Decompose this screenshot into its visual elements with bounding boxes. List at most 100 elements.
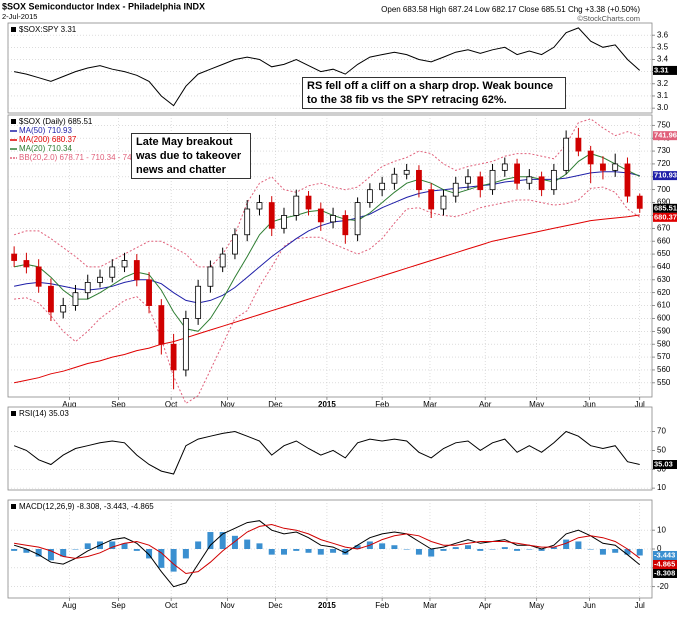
histogram-bar	[330, 549, 337, 553]
histogram-bar	[23, 549, 30, 553]
candle-body	[354, 202, 361, 236]
x-tick-label: May	[529, 601, 544, 610]
legend-icon	[11, 504, 16, 509]
histogram-bar	[60, 549, 67, 557]
candle-body	[575, 137, 582, 152]
x-tick-label: Mar	[423, 400, 437, 409]
candle-body	[317, 208, 324, 223]
histogram-bar	[428, 549, 435, 557]
legend-icon	[11, 411, 16, 416]
value-tag-box	[653, 203, 677, 213]
histogram-bar	[391, 545, 398, 549]
x-tick-label: 2015	[318, 601, 336, 610]
candle-body	[23, 260, 30, 268]
y-tick-label: 10	[657, 483, 666, 492]
candle-body	[293, 195, 300, 216]
y-tick-label: 560	[657, 365, 671, 374]
y-tick-label: 750	[657, 120, 671, 129]
candle-body	[391, 173, 398, 184]
candle-body	[109, 266, 116, 278]
candle-body	[330, 215, 336, 223]
candle-body	[268, 202, 275, 229]
candle-body	[207, 266, 214, 287]
y-tick-label: 730	[657, 146, 671, 155]
legend-label: MA(50) 710.93	[19, 126, 72, 135]
value-tag: -4.865	[654, 559, 675, 568]
histogram-bar	[636, 549, 643, 556]
candle-body	[256, 202, 263, 210]
y-tick-label: 720	[657, 159, 671, 168]
legend-icon	[11, 119, 16, 124]
candle-body	[403, 169, 410, 175]
value-tag-box	[653, 131, 677, 141]
x-tick-label: Jul	[635, 400, 645, 409]
candle-body	[550, 169, 557, 191]
histogram-bar	[84, 543, 91, 549]
x-tick-label: Apr	[479, 601, 492, 610]
candle-body	[60, 305, 67, 313]
histogram-bar	[72, 549, 79, 550]
chart-title: $SOX Semiconductor Index - Philadelphia …	[2, 1, 205, 11]
candle-body	[121, 260, 128, 268]
candle-body	[416, 169, 422, 191]
y-tick-label: 590	[657, 326, 671, 335]
histogram-bar	[599, 549, 606, 555]
x-tick-label: Oct	[165, 601, 178, 610]
candle-body	[538, 176, 545, 191]
y-tick-label: 700	[657, 185, 671, 194]
histogram-bar	[440, 549, 447, 551]
candle-body	[219, 253, 226, 268]
x-tick-label: Jun	[583, 601, 596, 610]
bollinger-lower	[14, 186, 640, 405]
panel-frame	[7, 406, 653, 491]
x-tick-label: Apr	[479, 400, 492, 409]
candle-body	[465, 176, 471, 184]
quote: Open 683.58 High 687.24 Low 682.17 Close…	[381, 5, 640, 14]
value-tag: -8.308	[654, 568, 675, 577]
x-tick-label: Aug	[62, 400, 76, 409]
panel-title: $SOX (Daily) 685.51	[19, 117, 93, 126]
y-tick-label: 610	[657, 301, 671, 310]
histogram-bar	[293, 549, 300, 551]
x-tick-label: Nov	[220, 400, 234, 409]
y-tick-label: 3.5	[657, 42, 669, 51]
y-tick-label: -20	[657, 582, 669, 591]
x-tick-label: Mar	[423, 601, 437, 610]
y-tick-label: 0	[657, 544, 662, 553]
y-tick-label: 620	[657, 288, 671, 297]
x-tick-label: Aug	[62, 601, 76, 610]
candle-body	[501, 163, 508, 171]
legend-icon	[11, 27, 16, 32]
x-tick-label: Dec	[268, 400, 282, 409]
x-tick-label: Dec	[268, 601, 282, 610]
histogram-bar	[182, 549, 189, 559]
value-tag-box	[653, 559, 677, 569]
y-tick-label: 10	[657, 525, 666, 534]
candle-body	[133, 260, 140, 281]
candle-body	[97, 276, 103, 283]
series-line	[13, 430, 640, 475]
value-tag: 680.37	[654, 212, 677, 221]
x-tick-label: Oct	[165, 400, 178, 409]
histogram-bar	[121, 543, 128, 549]
histogram-bar	[47, 549, 54, 561]
candle-body	[563, 137, 570, 171]
histogram-bar	[379, 543, 386, 549]
value-tag: -3.443	[654, 550, 675, 559]
candle-body	[379, 182, 386, 191]
x-tick-label: Feb	[375, 400, 389, 409]
panel-title: $SOX:SPY 3.31	[19, 25, 77, 34]
candle-body	[612, 163, 619, 171]
histogram-bar	[207, 532, 214, 549]
histogram-bar	[354, 545, 361, 549]
y-tick-label: 3.4	[657, 55, 669, 64]
histogram-bar	[109, 541, 116, 549]
candle-body	[48, 285, 54, 313]
x-tick-label: Jul	[635, 601, 645, 610]
candle-body	[244, 208, 251, 236]
histogram-bar	[11, 549, 18, 551]
x-tick-label: Feb	[375, 601, 389, 610]
histogram-bar	[415, 549, 422, 555]
y-tick-label: 690	[657, 198, 671, 207]
